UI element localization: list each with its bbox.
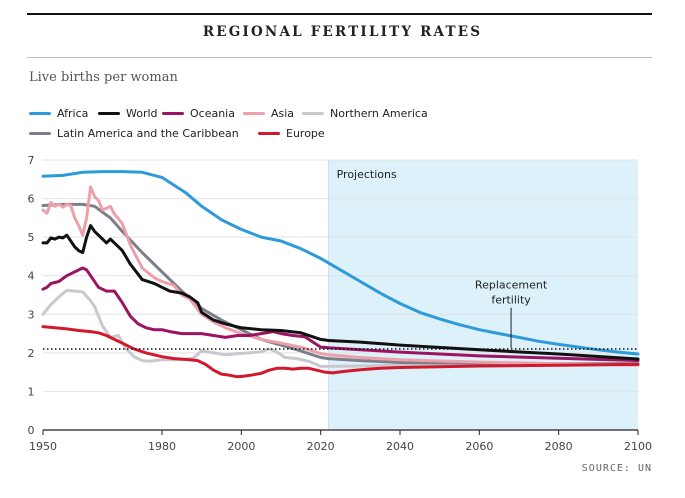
series-line-europe <box>41 325 640 379</box>
x-tick-label: 2040 <box>386 440 414 453</box>
legend-item-northern-america: Northern America <box>302 107 428 120</box>
series-line-northern-america <box>41 288 640 368</box>
legend-item-africa: Africa <box>29 107 88 120</box>
y-tick-label: 0 <box>28 424 35 437</box>
y-tick-label: 2 <box>28 347 35 360</box>
replacement-label-line1: Replacement <box>475 279 548 292</box>
legend-swatch-oceania <box>162 112 184 115</box>
y-tick-label: 1 <box>28 385 35 398</box>
legend-item-europe: Europe <box>258 127 325 140</box>
legend-item-oceania: Oceania <box>162 107 235 120</box>
top-rule <box>27 13 652 15</box>
x-tick-label: 2100 <box>624 440 652 453</box>
chart-title: REGIONAL FERTILITY RATES <box>202 24 483 40</box>
x-tick-label: 1950 <box>29 440 57 453</box>
projections-label: Projections <box>337 168 397 181</box>
legend-swatch-world <box>98 112 120 115</box>
legend-label-oceania: Oceania <box>190 107 235 120</box>
x-tick-label: 2060 <box>465 440 493 453</box>
legend-swatch-europe <box>258 132 280 135</box>
legend-item-world: World <box>98 107 158 120</box>
legend-swatch-asia <box>243 112 265 115</box>
legend-label-africa: Africa <box>57 107 89 120</box>
legend-swatch-africa <box>29 112 51 115</box>
legend-label-asia: Asia <box>271 107 295 120</box>
legend-label-world: World <box>126 107 158 120</box>
x-tick-label: 2080 <box>545 440 573 453</box>
y-tick-label: 4 <box>28 270 35 283</box>
chart-subtitle: Live births per woman <box>29 70 178 85</box>
legend-swatch-northern-america <box>302 112 324 115</box>
legend-label-latin-america: Latin America and the Caribbean <box>57 127 239 140</box>
projections-band <box>328 160 638 430</box>
legend-item-asia: Asia <box>243 107 294 120</box>
series-line-oceania <box>41 266 640 363</box>
title-divider <box>27 57 652 58</box>
y-tick-label: 6 <box>28 193 35 206</box>
x-tick-label: 2000 <box>227 440 255 453</box>
legend-swatch-latin-america <box>29 132 51 135</box>
series-line-africa <box>41 170 640 356</box>
y-tick-label: 5 <box>28 231 35 244</box>
legend-label-europe: Europe <box>286 127 325 140</box>
y-tick-label: 3 <box>28 308 35 321</box>
x-tick-label: 2020 <box>307 440 335 453</box>
legend-item-latin-america: Latin America and the Caribbean <box>29 127 239 140</box>
legend-label-northern-america: Northern America <box>330 107 428 120</box>
x-tick-label: 1980 <box>148 440 176 453</box>
replacement-label-line2: fertility <box>491 294 531 307</box>
series-line-world <box>41 224 640 361</box>
y-tick-label: 7 <box>28 154 35 167</box>
source-note: SOURCE: UN <box>581 463 652 474</box>
